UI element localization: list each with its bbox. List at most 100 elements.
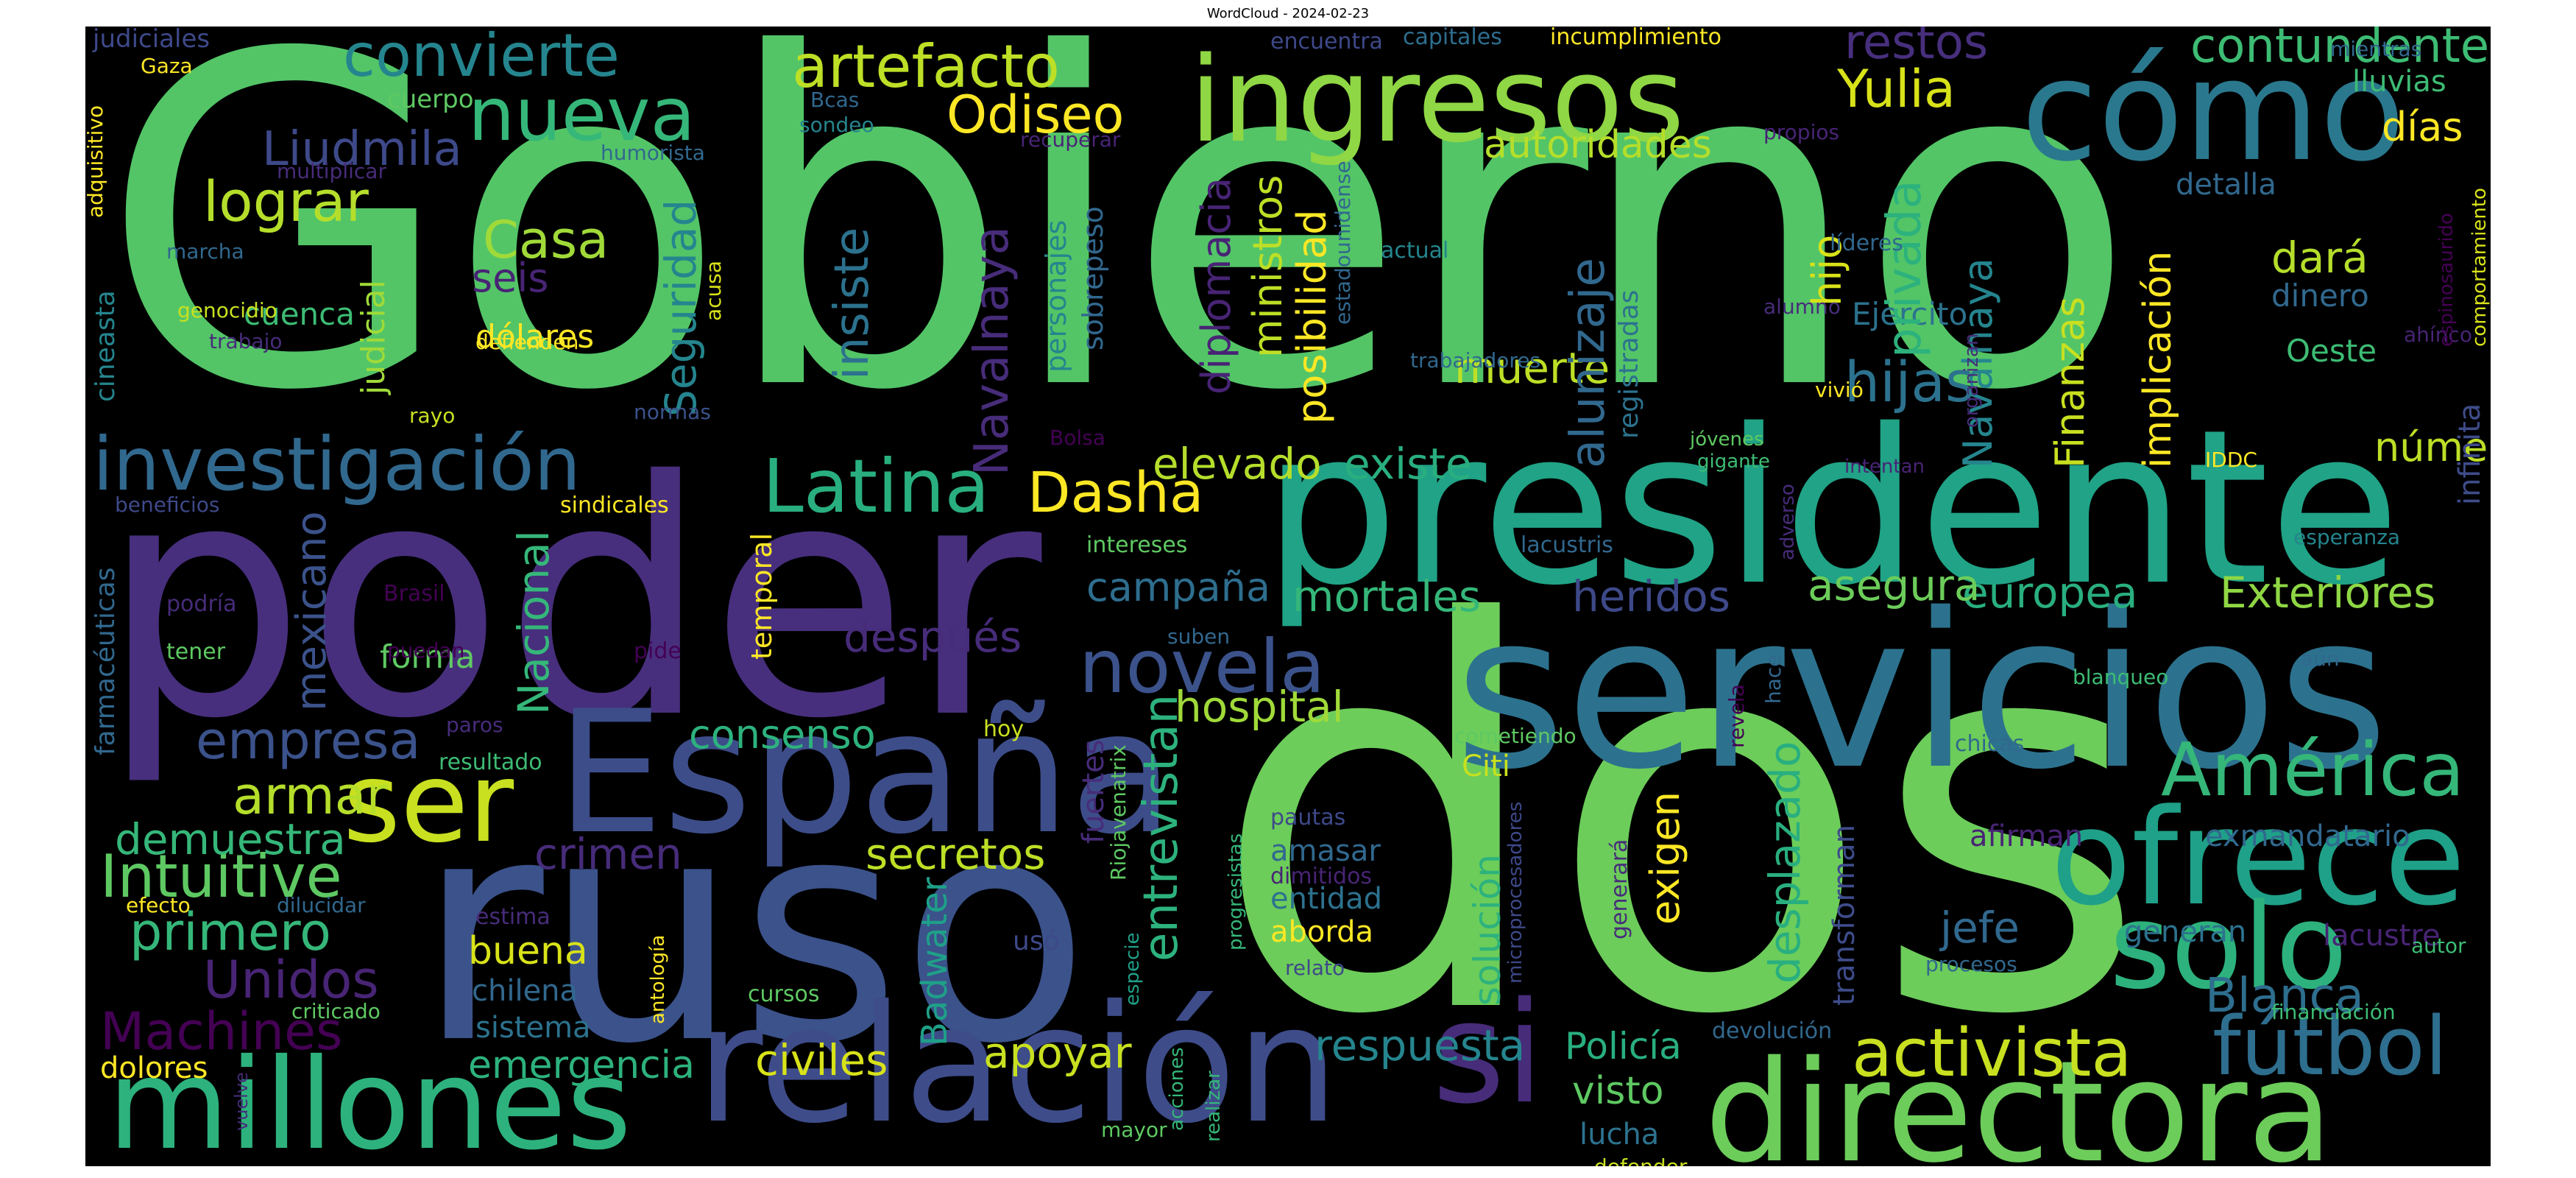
word: dolores bbox=[100, 1051, 208, 1085]
word: forma bbox=[380, 638, 475, 676]
word: encuentra bbox=[1270, 29, 1383, 54]
word: millones bbox=[107, 1032, 632, 1166]
word: Yulia bbox=[1837, 59, 1956, 119]
word: mientras bbox=[2330, 37, 2422, 61]
word: trabajadores bbox=[1410, 348, 1541, 373]
word: farmacéuticas bbox=[91, 567, 121, 755]
word: diplomacia bbox=[1193, 177, 1239, 395]
word: actual bbox=[1381, 238, 1449, 264]
word: mortales bbox=[1292, 571, 1482, 621]
word: muerte bbox=[1454, 343, 1610, 393]
word: pautas bbox=[1270, 805, 1346, 830]
word: transforman bbox=[1827, 825, 1861, 1006]
word: exmandatario bbox=[2205, 819, 2410, 853]
word: esperanza bbox=[2293, 525, 2401, 549]
word: personajes bbox=[1040, 219, 1072, 373]
word: Seguridad bbox=[656, 199, 706, 417]
word: alunizaje bbox=[1561, 258, 1616, 468]
word: Odiseo bbox=[946, 85, 1125, 145]
word: trabajo bbox=[209, 329, 283, 353]
word: vuelve bbox=[231, 1072, 252, 1131]
word: líderes bbox=[1830, 230, 1903, 256]
word: días bbox=[2382, 104, 2463, 150]
word: fuertes bbox=[1077, 739, 1111, 844]
word: crimen bbox=[534, 829, 682, 879]
word: servicios bbox=[1454, 568, 2389, 817]
word: realizar bbox=[1203, 1071, 1225, 1142]
word: incumplimiento bbox=[1550, 27, 1722, 50]
word: hospital bbox=[1175, 682, 1344, 732]
word: espinosaurido bbox=[2435, 213, 2458, 347]
word: hace bbox=[1761, 654, 1786, 704]
word: paros bbox=[446, 713, 503, 737]
word: lucha bbox=[1579, 1118, 1660, 1151]
word: Nacional bbox=[509, 530, 559, 715]
word: microprocesadores bbox=[1504, 801, 1526, 984]
word: resultado bbox=[439, 750, 542, 775]
word: Intuitive bbox=[100, 842, 342, 911]
word: desplazado bbox=[1760, 741, 1810, 984]
word: aborda bbox=[1270, 915, 1374, 949]
word: cómo bbox=[2021, 29, 2406, 192]
word: pide bbox=[634, 638, 682, 664]
word: efecto bbox=[126, 893, 191, 917]
word: Machines bbox=[100, 1001, 343, 1062]
word: IDDC bbox=[2205, 448, 2257, 472]
word: dinero bbox=[2271, 278, 2369, 314]
word: solo bbox=[2109, 878, 2348, 1015]
word: Unidos bbox=[203, 950, 379, 1010]
word: cometiendo bbox=[1454, 724, 1577, 748]
word: ahínco bbox=[2404, 322, 2472, 347]
word: dimitidos bbox=[1270, 864, 1373, 889]
word: presidente bbox=[1263, 384, 2401, 632]
word: consenso bbox=[689, 711, 876, 758]
word: Gaza bbox=[141, 54, 193, 78]
word: genocidio bbox=[177, 298, 277, 322]
word: Finanzas bbox=[2047, 296, 2093, 468]
word: Casa bbox=[483, 210, 609, 270]
word: jefe bbox=[1940, 903, 2020, 953]
word: después bbox=[843, 612, 1022, 662]
word: Oeste bbox=[2286, 333, 2377, 369]
word: asegura bbox=[1808, 560, 1981, 610]
word: Citi bbox=[1462, 750, 1510, 783]
word: Badwater bbox=[914, 877, 955, 1046]
word: dólares bbox=[475, 318, 595, 356]
word: adquisitivo bbox=[85, 105, 107, 218]
word: América bbox=[2161, 727, 2465, 813]
word-cloud-canvas: Gobierno poder dos ruso servicios presid… bbox=[85, 27, 2491, 1166]
word: multiplicar bbox=[277, 159, 386, 183]
word: chilena bbox=[472, 974, 578, 1008]
word: autoridades bbox=[1484, 123, 1712, 167]
word: Riojavenatrix bbox=[1106, 744, 1130, 881]
word: alumno bbox=[1763, 294, 1841, 319]
word: procesos bbox=[1925, 952, 2017, 976]
word: sindicales bbox=[560, 493, 669, 518]
word: puedan bbox=[387, 638, 465, 663]
word: restos bbox=[1844, 27, 1989, 70]
word: detalla bbox=[2176, 168, 2276, 202]
word: vivió bbox=[1815, 378, 1864, 402]
word: intentan bbox=[1844, 456, 1925, 478]
word: artefacto bbox=[792, 32, 1060, 101]
word: revela bbox=[1724, 684, 1749, 748]
word: seis bbox=[472, 255, 549, 301]
word: lluvias bbox=[2352, 65, 2446, 99]
word: estadounidense bbox=[1331, 161, 1355, 325]
word: lacustre bbox=[2323, 919, 2441, 953]
word: acusa bbox=[701, 260, 726, 321]
word: España bbox=[556, 675, 1174, 872]
word: lograr bbox=[203, 169, 369, 234]
word: dilucidar bbox=[277, 893, 366, 917]
word: chicas bbox=[1955, 731, 2025, 757]
word: empresa bbox=[196, 710, 421, 771]
word: dos bbox=[1211, 513, 2148, 1130]
word: insiste bbox=[825, 227, 880, 380]
word: entrevistan bbox=[1134, 694, 1189, 962]
word: visto bbox=[1572, 1069, 1664, 1113]
word: propios bbox=[1763, 120, 1840, 144]
word: ser bbox=[343, 739, 514, 867]
word: activista bbox=[1852, 1015, 2132, 1092]
word: emergencia bbox=[468, 1043, 695, 1087]
word: cuerpo bbox=[387, 85, 474, 114]
